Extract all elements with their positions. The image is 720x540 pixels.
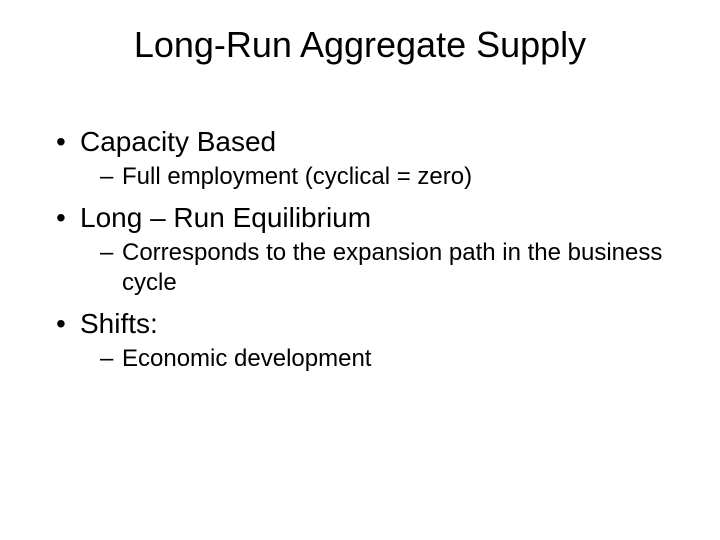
sub-bullet-item: Corresponds to the expansion path in the… — [100, 238, 672, 298]
bullet-text: Capacity Based — [80, 126, 276, 157]
bullet-text: Shifts: — [80, 308, 158, 339]
bullet-item: Capacity Based Full employment (cyclical… — [52, 126, 672, 192]
sub-bullet-text: Economic development — [122, 345, 371, 372]
sub-bullet-text: Full employment (cyclical = zero) — [122, 163, 472, 190]
sub-bullet-item: Full employment (cyclical = zero) — [100, 162, 672, 192]
slide-title: Long-Run Aggregate Supply — [48, 24, 672, 66]
bullet-item: Shifts: Economic development — [52, 308, 672, 374]
bullet-text: Long – Run Equilibrium — [80, 202, 371, 233]
bullet-list: Capacity Based Full employment (cyclical… — [48, 126, 672, 374]
slide: Long-Run Aggregate Supply Capacity Based… — [0, 0, 720, 540]
sub-bullet-text: Corresponds to the expansion path in the… — [122, 239, 662, 296]
sub-bullet-list: Corresponds to the expansion path in the… — [80, 238, 672, 298]
sub-bullet-item: Economic development — [100, 344, 672, 374]
bullet-item: Long – Run Equilibrium Corresponds to th… — [52, 202, 672, 298]
sub-bullet-list: Full employment (cyclical = zero) — [80, 162, 672, 192]
sub-bullet-list: Economic development — [80, 344, 672, 374]
